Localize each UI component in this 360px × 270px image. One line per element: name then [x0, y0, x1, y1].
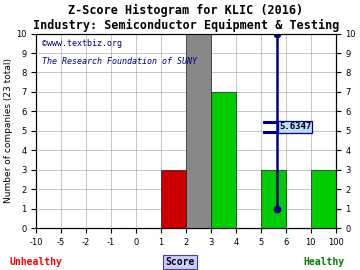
Bar — [186, 33, 211, 228]
Bar — [261, 170, 286, 228]
Bar — [211, 92, 236, 228]
Bar — [161, 170, 186, 228]
Text: The Research Foundation of SUNY: The Research Foundation of SUNY — [42, 57, 197, 66]
Text: Healthy: Healthy — [303, 257, 345, 267]
Bar — [311, 170, 336, 228]
Text: 5.6347: 5.6347 — [279, 123, 311, 131]
Text: ©www.textbiz.org: ©www.textbiz.org — [42, 39, 122, 48]
Title: Z-Score Histogram for KLIC (2016)
Industry: Semiconductor Equipment & Testing: Z-Score Histogram for KLIC (2016) Indust… — [33, 4, 339, 32]
Text: Score: Score — [165, 257, 195, 267]
Y-axis label: Number of companies (23 total): Number of companies (23 total) — [4, 58, 13, 203]
Text: Unhealthy: Unhealthy — [10, 257, 62, 267]
